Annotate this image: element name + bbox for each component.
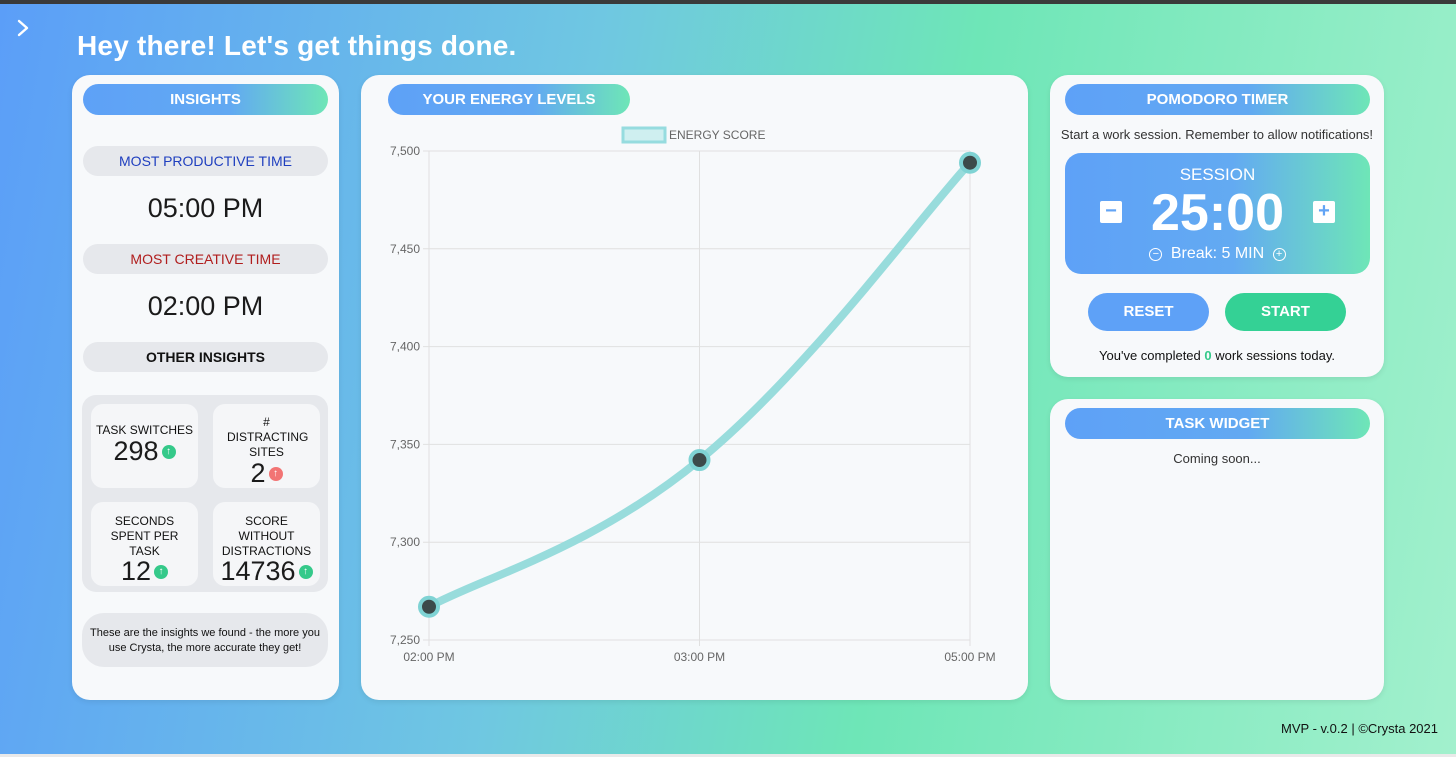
stat-label: # DISTRACTING SITES: [227, 415, 309, 459]
energy-header: YOUR ENERGY LEVELS: [388, 84, 630, 115]
task-widget-card: [1050, 399, 1384, 700]
most-creative-label: MOST CREATIVE TIME: [83, 244, 328, 274]
footer-version: MVP - v.0.2 | ©Crysta 2021: [1281, 721, 1438, 736]
insights-card: [72, 75, 339, 700]
most-productive-value: 05:00 PM: [147, 193, 264, 223]
chevron-right-icon[interactable]: [14, 16, 32, 40]
break-label: Break: 5 MIN: [1170, 245, 1265, 262]
most-creative-value: 02:00 PM: [147, 291, 264, 321]
stat-value: 2: [250, 458, 266, 488]
completed-count: 0: [1204, 348, 1212, 363]
stat-value: 14736: [220, 556, 296, 586]
stat-value: 12: [120, 556, 152, 586]
pomodoro-header: POMODORO TIMER: [1065, 84, 1370, 115]
stat-task-switches: TASK SWITCHES 298 ↑: [91, 404, 198, 488]
most-productive-label: MOST PRODUCTIVE TIME: [83, 146, 328, 176]
arrow-up-icon: ↑: [161, 444, 176, 459]
reset-button[interactable]: RESET: [1088, 293, 1209, 331]
window-top-bar: [0, 0, 1456, 4]
timer-value: 25:00: [1151, 184, 1284, 242]
stat-seconds-per-task: SECONDS SPENT PER TASK 12 ↑: [91, 502, 198, 586]
y-tick-label: 7,350: [390, 437, 420, 451]
energy-data-point: [418, 595, 440, 618]
arrow-down-icon: ↑: [268, 466, 283, 481]
stat-distracting-sites: # DISTRACTING SITES 2 ↑: [213, 404, 320, 488]
completed-suffix: work sessions today.: [1215, 348, 1335, 363]
x-tick-label: 02:00 PM: [403, 650, 454, 664]
y-tick-label: 7,450: [390, 242, 420, 256]
break-decrease-button[interactable]: −: [1149, 247, 1163, 261]
stat-label: TASK SWITCHES: [95, 423, 194, 437]
energy-chart: 7,250 7,300 7,350 7,400 7,450 7,500 02:00 PM 0…: [390, 126, 996, 664]
x-tick-label: 03:00 PM: [674, 650, 725, 664]
y-tick-label: 7,250: [390, 633, 420, 647]
pomodoro-subtitle: Start a work session. Remember to allow …: [1060, 127, 1374, 142]
y-tick-label: 7,400: [390, 340, 420, 354]
start-button[interactable]: START: [1225, 293, 1346, 331]
session-decrease-button[interactable]: −: [1100, 201, 1122, 223]
y-tick-label: 7,500: [390, 144, 420, 158]
task-widget-header: TASK WIDGET: [1065, 408, 1370, 439]
insights-header: INSIGHTS: [83, 84, 328, 115]
energy-data-point: [959, 151, 981, 174]
arrow-up-icon: ↑: [154, 564, 169, 579]
stat-label: SCORE WITHOUT DISTRACTIONS: [221, 514, 312, 558]
y-tick-label: 7,300: [390, 535, 420, 549]
session-label: SESSION: [1179, 165, 1256, 184]
stat-label: SECONDS SPENT PER TASK: [110, 514, 179, 558]
task-widget-body: Coming soon...: [1173, 451, 1261, 466]
x-tick-label: 05:00 PM: [944, 650, 995, 664]
window-bottom-bar: [0, 754, 1456, 757]
break-increase-button[interactable]: +: [1272, 247, 1286, 261]
energy-card: [361, 75, 1028, 700]
page-title: Hey there! Let's get things done.: [77, 30, 517, 61]
session-increase-button[interactable]: +: [1313, 201, 1335, 223]
legend-swatch: [621, 126, 667, 144]
legend-label: ENERGY SCORE: [669, 128, 765, 142]
insights-note: These are the insights we found - the mo…: [82, 613, 328, 667]
stat-score-without-distractions: SCORE WITHOUT DISTRACTIONS 14736 ↑: [213, 502, 320, 586]
other-insights-label: OTHER INSIGHTS: [83, 342, 328, 372]
energy-data-point: [688, 449, 711, 472]
completed-prefix: You've completed: [1099, 348, 1201, 363]
break-row: − Break: 5 MIN +: [1065, 245, 1370, 263]
stat-value: 298: [113, 436, 159, 466]
arrow-up-icon: ↑: [298, 564, 313, 579]
completed-sessions-text: You've completed 0 work sessions today.: [1050, 348, 1384, 363]
